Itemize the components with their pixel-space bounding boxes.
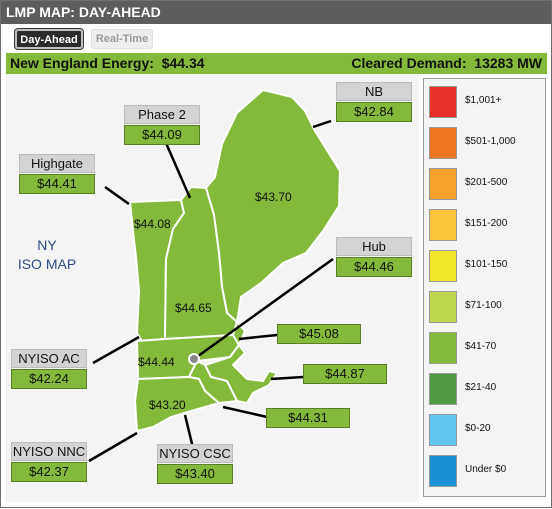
callout-highgate-price: $44.41 [19,174,95,194]
energy-label: New England Energy: [10,55,154,71]
callout-nb-name: NB [336,82,412,101]
zone-vermont-price: $44.08 [134,217,171,231]
demand-summary: Cleared Demand: 13283 MW [351,53,542,74]
callout-phase2[interactable]: Phase 2 $44.09 [124,105,200,145]
callout-nyiso-csc-name: NYISO CSC [157,444,233,463]
legend-label: Under $0 [465,464,507,475]
zone-wcmass-price: $44.44 [138,355,175,369]
legend-label: $21-40 [465,382,497,393]
legend-swatch [429,332,457,364]
iso-map-label: ISO MAP [17,256,77,272]
legend-label: $101-150 [465,259,508,270]
energy-value: $44.34 [161,55,205,71]
legend-label: $1,001+ [465,95,502,106]
legend-label: $201-500 [465,177,508,188]
price-nemass[interactable]: $45.08 [277,324,361,344]
legend-swatch [429,455,457,487]
callout-nyiso-nnc-name: NYISO NNC [11,442,87,461]
callout-nyiso-nnc[interactable]: NYISO NNC $42.37 [11,442,87,482]
zone-connecticut-price: $43.20 [149,398,186,412]
callout-hub-name: Hub [336,237,412,256]
demand-label: Cleared Demand: [351,55,467,71]
callout-hub[interactable]: Hub $44.46 [336,237,412,277]
price-legend: $1,001+ $501-1,000 $201-500 $151-200 $10… [423,78,546,497]
legend-label: $0-20 [465,423,491,434]
legend-swatch [429,127,457,159]
callout-nyiso-csc[interactable]: NYISO CSC $43.40 [157,444,233,484]
callout-highgate-name: Highgate [19,154,95,173]
legend-swatch [429,291,457,323]
callout-nb[interactable]: NB $42.84 [336,82,412,122]
zone-maine-price: $43.70 [255,190,292,204]
legend-swatch [429,250,457,282]
callout-nyiso-ac-price: $42.24 [11,369,87,389]
legend-label: $151-200 [465,218,508,229]
ny-label: NY [37,237,57,253]
ny-iso-map-link[interactable]: NY ISO MAP [15,236,79,274]
hub-marker[interactable] [188,353,200,365]
callout-nyiso-csc-price: $43.40 [157,464,233,484]
zone-new-hampshire-shape[interactable] [163,185,239,341]
tab-day-ahead[interactable]: Day-Ahead [15,29,83,49]
callout-nyiso-ac-name: NYISO AC [11,349,87,368]
legend-label: $41-70 [465,341,497,352]
legend-swatch [429,168,457,200]
callout-phase2-price: $44.09 [124,125,200,145]
legend-label: $501-1,000 [465,136,516,147]
callout-nb-price: $42.84 [336,102,412,122]
leader-lines [88,119,334,463]
price-semass[interactable]: $44.87 [303,364,387,384]
callout-highgate[interactable]: Highgate $44.41 [19,154,95,194]
callout-nyiso-nnc-price: $42.37 [11,462,87,482]
legend-swatch [429,414,457,446]
callout-phase2-name: Phase 2 [124,105,200,124]
energy-summary: New England Energy: $44.34 [10,53,205,74]
zone-new-hampshire-price: $44.65 [175,301,212,315]
window-title: LMP MAP: DAY-AHEAD [1,1,551,24]
demand-value: 13283 MW [474,55,542,71]
legend-swatch [429,86,457,118]
legend-label: $71-100 [465,300,502,311]
summary-bar: New England Energy: $44.34 Cleared Deman… [6,53,547,74]
callout-nyiso-ac[interactable]: NYISO AC $42.24 [11,349,87,389]
tab-real-time[interactable]: Real-Time [91,29,153,49]
zone-connecticut-shape[interactable] [133,375,222,433]
price-rhode-island[interactable]: $44.31 [266,408,350,428]
legend-swatch [429,373,457,405]
callout-hub-price: $44.46 [336,257,412,277]
legend-swatch [429,209,457,241]
